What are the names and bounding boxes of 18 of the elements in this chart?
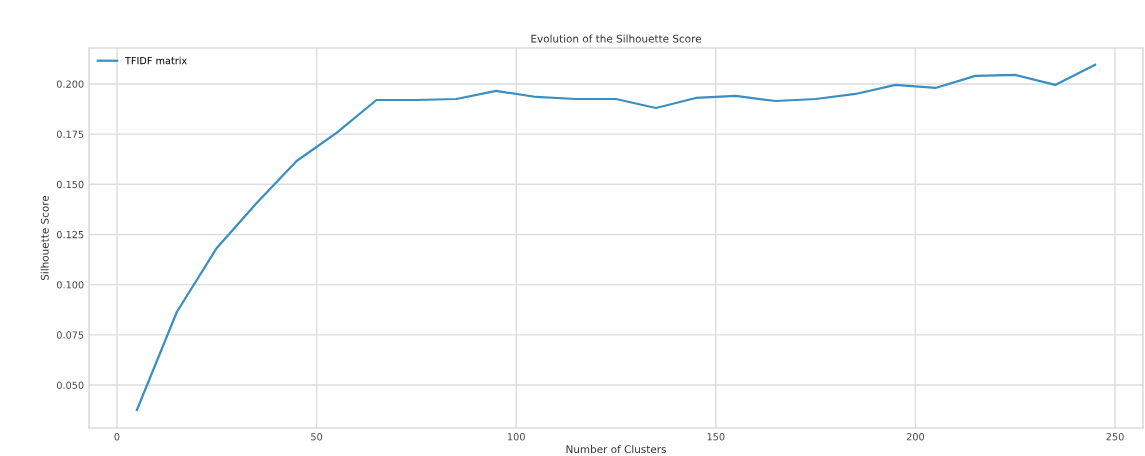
legend-label: TFIDF matrix	[124, 56, 187, 65]
x-tick-label: 200	[906, 433, 925, 441]
y-axis-title: Silhouette Score	[40, 195, 49, 281]
y-tick-label: 0.050	[56, 381, 84, 389]
y-tick-label: 0.200	[56, 80, 84, 88]
x-tick-label: 150	[707, 433, 725, 441]
y-tick-label: 0.150	[56, 180, 84, 189]
y-tick-label: 0.175	[56, 130, 84, 138]
x-axis-title: Number of Clusters	[566, 445, 666, 454]
line-series	[135, 63, 1097, 412]
x-tick-label: 0	[114, 433, 120, 441]
x-tick-label: 100	[507, 433, 525, 441]
y-tick-label: 0.125	[56, 230, 84, 239]
x-tick-label: 50	[311, 433, 323, 441]
y-tick-label: 0.100	[56, 281, 84, 289]
x-tick-label: 250	[1106, 433, 1124, 441]
y-tick-label: 0.075	[56, 331, 84, 339]
chart-title: Evolution of the Silhouette Score	[531, 34, 701, 43]
